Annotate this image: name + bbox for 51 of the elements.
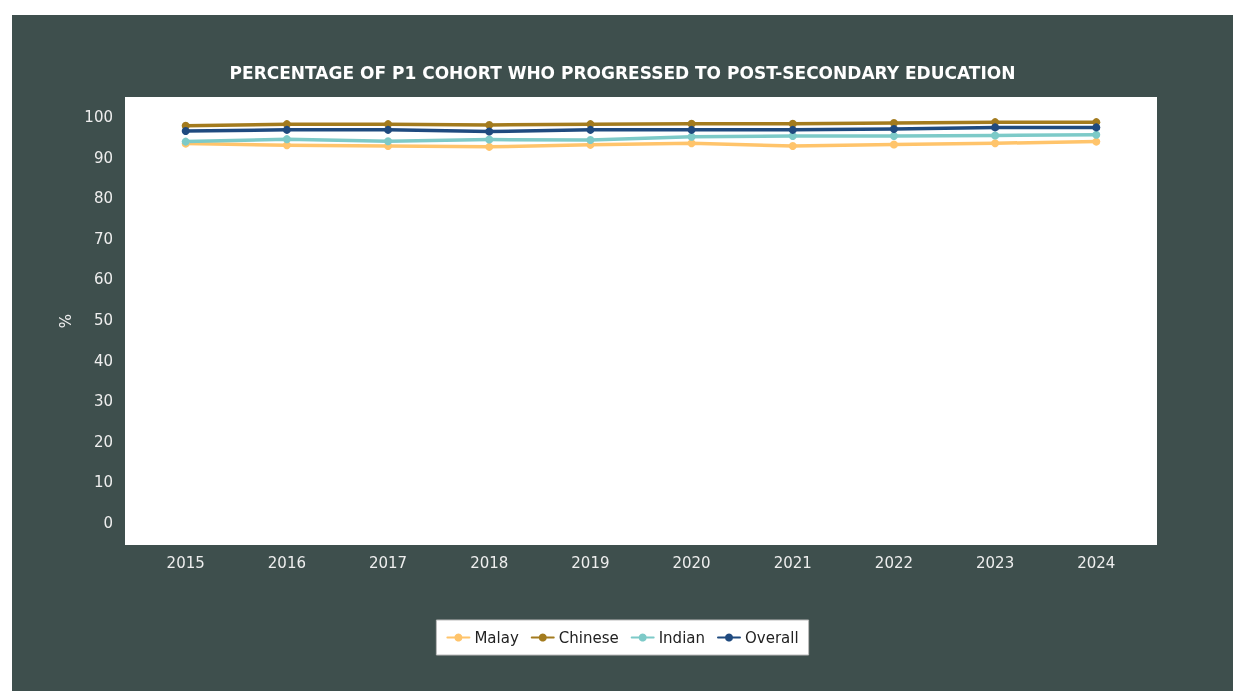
point (687, 125, 696, 134)
y-tick-label: 40 (93, 351, 113, 370)
x-tick-label: 2015 (166, 553, 205, 572)
y-tick-label: 70 (93, 229, 113, 248)
x-tick-label: 2016 (267, 553, 306, 572)
point (1092, 130, 1101, 139)
y-tick-label: 60 (93, 270, 113, 289)
point (788, 142, 797, 151)
point (586, 125, 595, 134)
y-axis-title: % (56, 313, 75, 329)
x-tick-label: 2021 (773, 553, 812, 572)
legend-label: Overall (745, 628, 799, 647)
x-tick-label: 2019 (571, 553, 610, 572)
point (586, 135, 595, 144)
point (384, 125, 393, 134)
x-tick-label: 2017 (368, 553, 408, 572)
point (889, 125, 898, 134)
point (485, 135, 494, 144)
point (485, 120, 494, 129)
point (282, 125, 291, 134)
y-tick-label: 30 (93, 392, 113, 411)
x-tick-label: 2022 (874, 553, 914, 572)
point (991, 131, 1000, 140)
y-tick-label: 0 (103, 513, 113, 532)
y-tick-label: 50 (93, 310, 113, 329)
point (282, 135, 291, 144)
y-tick-label: 20 (93, 432, 113, 451)
point (1092, 123, 1101, 132)
chart-title: PERCENTAGE OF P1 COHORT WHO PROGRESSED TO POST-SECONDARY EDUCATION (229, 62, 1016, 83)
point (788, 125, 797, 134)
point (991, 123, 1000, 132)
legend-label: Indian (658, 628, 706, 647)
point (1092, 137, 1101, 146)
y-tick-label: 90 (93, 148, 113, 167)
x-tick-label: 2018 (470, 553, 509, 572)
point (384, 137, 393, 146)
y-tick-label: 80 (93, 189, 113, 208)
point (485, 142, 494, 151)
x-tick-label: 2020 (672, 553, 711, 572)
x-tick-label: 2023 (976, 553, 1015, 572)
legend-label: Chinese (558, 628, 619, 647)
point (991, 139, 1000, 148)
point (181, 127, 190, 136)
point (687, 132, 696, 141)
y-tick-label: 10 (93, 473, 113, 492)
x-tick-label: 2024 (1077, 553, 1116, 572)
y-tick-label: 100 (84, 108, 113, 127)
point (889, 131, 898, 140)
point (485, 127, 494, 136)
point (889, 140, 898, 149)
legend-label: Malay (474, 628, 519, 647)
